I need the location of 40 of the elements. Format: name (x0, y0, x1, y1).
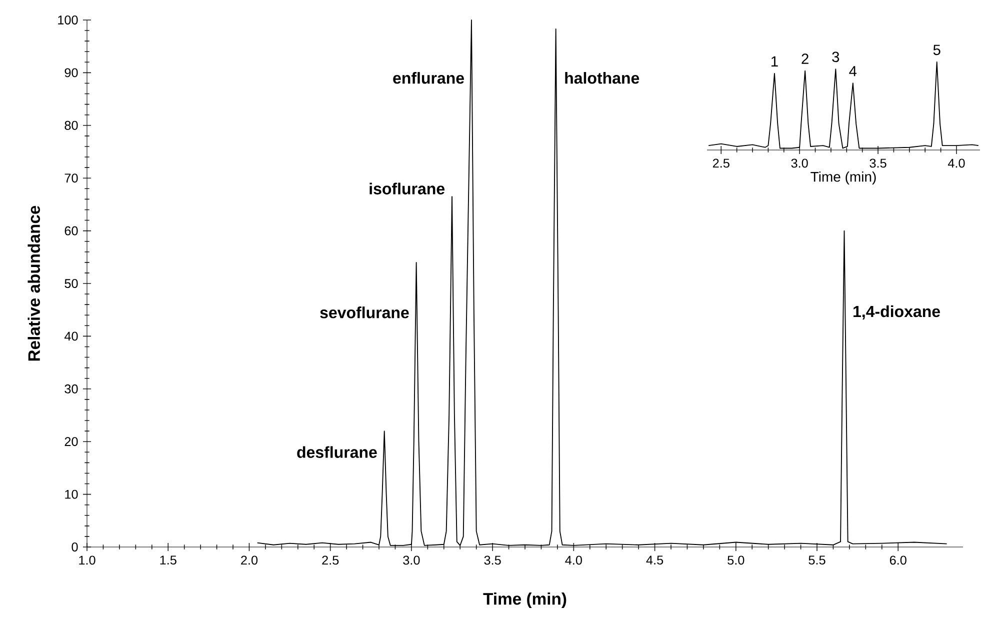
annotation: desflurane (297, 446, 377, 458)
x-tick-label: 2.5 (712, 158, 730, 168)
x-tick-label: 5.0 (728, 556, 744, 565)
annotation: 1,4-dioxane (854, 305, 940, 320)
x-tick-label: 6.0 (890, 556, 906, 565)
annotation: 3 (832, 52, 840, 62)
x-tick-label: 4.0 (565, 556, 582, 565)
annotation: halothane (565, 72, 640, 84)
y-tick-label: 30 (64, 384, 78, 394)
annotation: 1 (772, 56, 778, 66)
annotation: 4 (849, 66, 857, 76)
annotation: enflurane (393, 72, 464, 84)
y-tick-label: 100 (58, 16, 78, 24)
y-axis-title: Relative abundance (28, 206, 40, 361)
x-tick-label: 1.5 (160, 556, 176, 565)
y-tick-label: 10 (65, 490, 78, 499)
x-tick-label: 5.5 (808, 556, 826, 565)
annotation: isoflurane (370, 182, 445, 194)
x-tick-label: 4.5 (646, 556, 664, 565)
x-tick-label: 4.0 (948, 158, 965, 168)
x-tick-label: 2.0 (241, 556, 258, 565)
y-tick-label: 50 (64, 279, 78, 288)
y-tick-label: 60 (64, 226, 78, 236)
x-tick-label: 3.0 (403, 556, 420, 565)
x-tick-label: 2.5 (322, 556, 339, 565)
annotation: 5 (933, 44, 940, 56)
y-tick-label: 0 (72, 542, 78, 552)
y-tick-label: 80 (64, 120, 78, 130)
x-axis-title: Time (min) (483, 592, 566, 608)
x-tick-label: 3.5 (870, 158, 886, 168)
y-tick-label: 70 (64, 174, 78, 183)
y-tick-label: 40 (64, 332, 78, 341)
y-tick-label: 90 (64, 68, 78, 78)
x-axis-title: Time (min) (810, 172, 876, 185)
annotation: 2 (802, 54, 808, 64)
x-tick-label: 3.5 (484, 556, 501, 565)
y-tick-label: 20 (64, 437, 78, 446)
x-tick-label: 3.0 (791, 158, 808, 168)
x-tick-label: 1.0 (79, 556, 96, 565)
annotation: sevoflurane (320, 306, 409, 318)
